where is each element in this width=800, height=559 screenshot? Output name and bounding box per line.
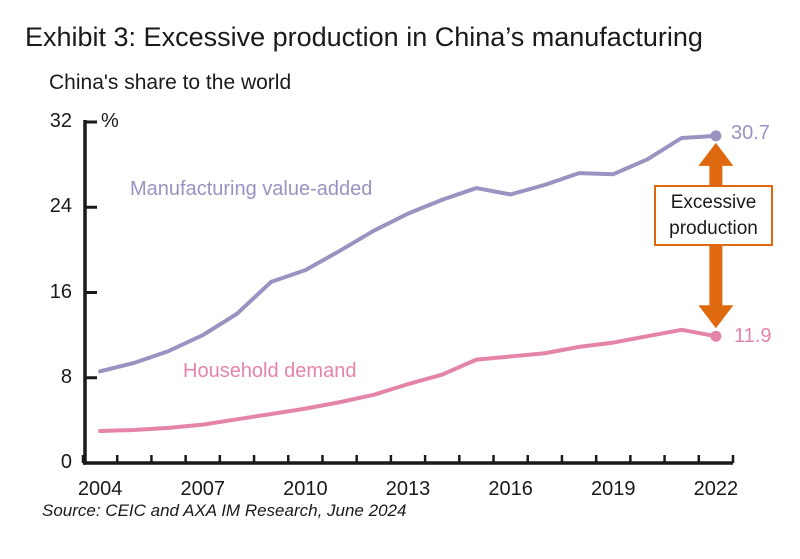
series-label-manufacturing-value-added: Manufacturing value-added <box>130 178 373 200</box>
series-line-0 <box>98 133 718 374</box>
end-value-household: 11.9 <box>734 325 772 347</box>
y-tick-label: 16 <box>49 280 72 303</box>
y-axis-unit-label: % <box>101 110 119 132</box>
series-label-household-demand: Household demand <box>183 360 357 382</box>
excessive-production-callout: Excessive production <box>654 185 773 246</box>
chart-subtitle: China's share to the world <box>49 71 292 94</box>
x-tick-label: 2013 <box>385 478 431 500</box>
y-tick-label: 24 <box>49 195 72 218</box>
x-tick-label: 2016 <box>488 478 533 500</box>
y-tick-label: 0 <box>60 451 72 473</box>
exhibit-title: Exhibit 3: Excessive production in China… <box>25 22 703 52</box>
end-value-manufacturing: 30.7 <box>731 122 770 144</box>
end-point-dot-1 <box>710 330 722 342</box>
x-tick-label: 2010 <box>283 478 328 500</box>
source-note: Source: CEIC and AXA IM Research, June 2… <box>42 501 407 520</box>
x-tick-label: 2022 <box>693 478 739 500</box>
y-tick-label: 8 <box>60 365 72 388</box>
x-tick-label: 2004 <box>77 478 123 500</box>
y-tick-label: 32 <box>49 110 72 132</box>
x-tick-label: 2007 <box>180 478 225 500</box>
series-line-1 <box>98 327 718 434</box>
x-tick-label: 2019 <box>591 478 636 500</box>
end-point-dot-0 <box>710 130 722 142</box>
